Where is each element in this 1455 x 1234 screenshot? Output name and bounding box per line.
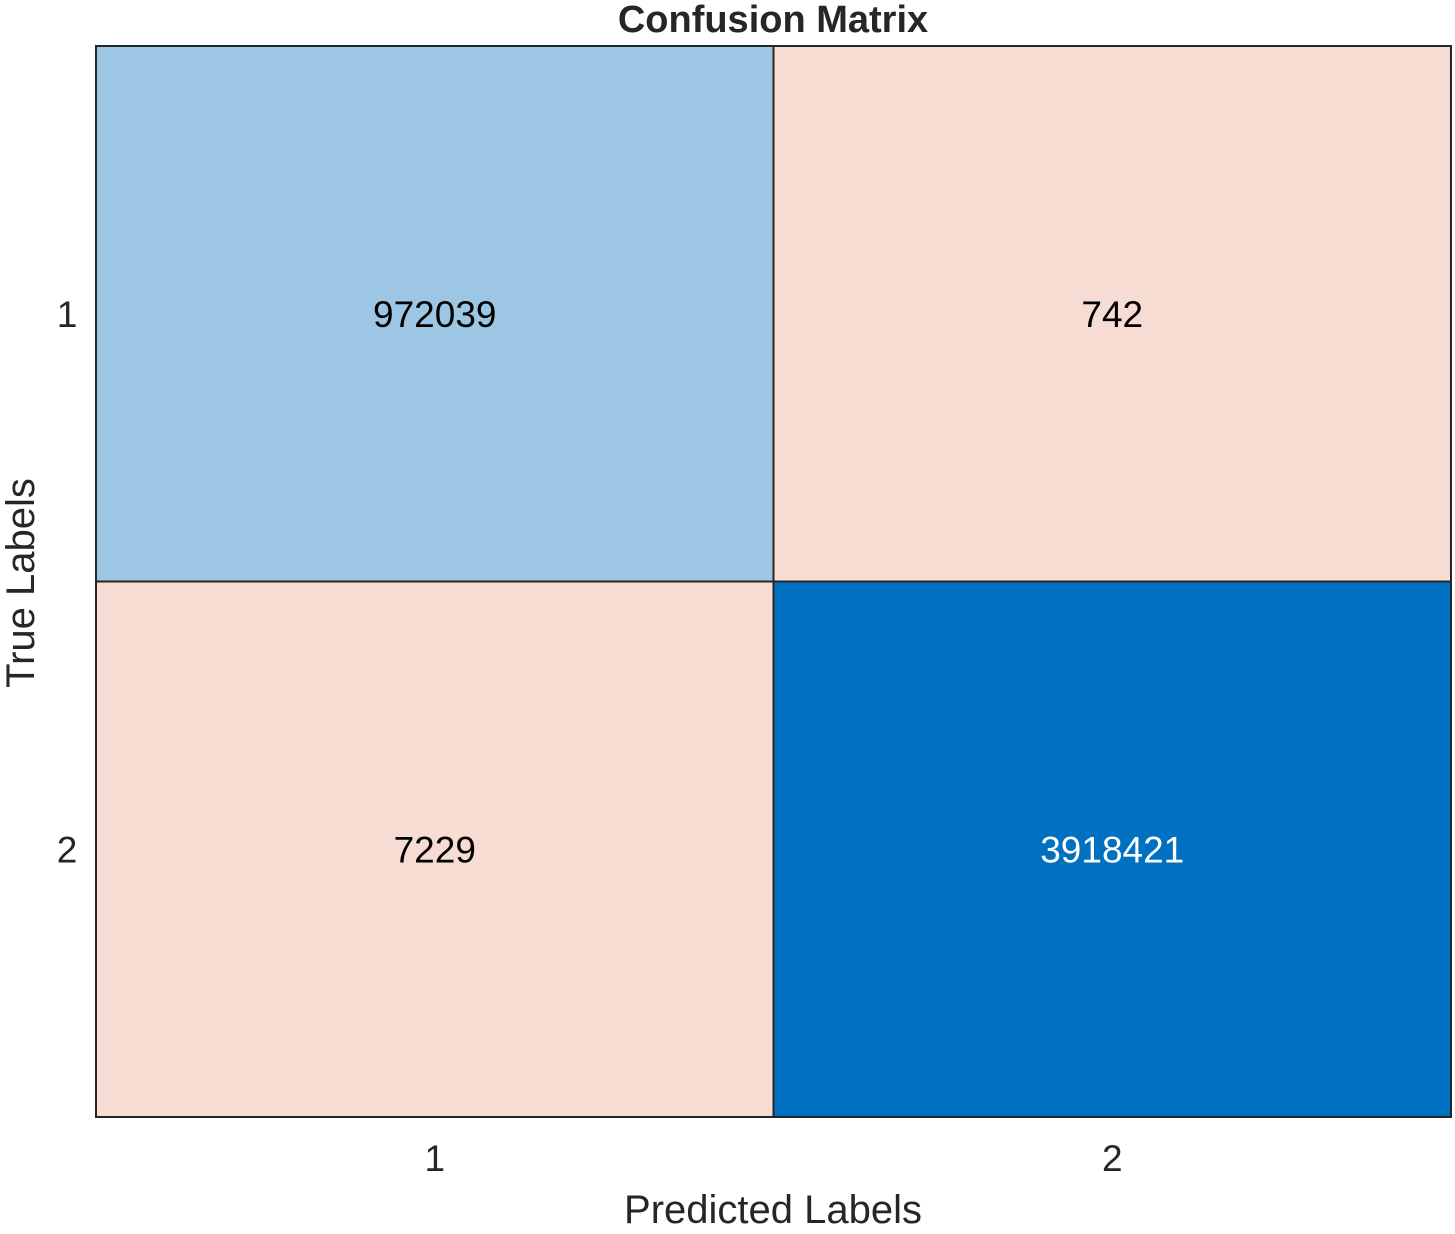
x-tick-label: 1 (424, 1138, 445, 1179)
heatmap-cell-1-1 (95, 45, 775, 583)
cells-layer: 972039 742 7229 3918421 (95, 45, 1452, 1118)
cell-value-label: 3918421 (1040, 829, 1184, 870)
cell-value-label: 972039 (373, 294, 496, 335)
cell-value-label: 742 (1081, 294, 1143, 335)
y-tick-label: 2 (57, 829, 78, 870)
x-axis-label: Predicted Labels (624, 1188, 922, 1229)
cell-value-label: 7229 (394, 829, 476, 870)
heatmap-cell-2-2 (772, 580, 1452, 1118)
heatmap-cell-2-1 (95, 580, 775, 1118)
x-tick-label: 2 (1102, 1138, 1123, 1179)
y-axis-label: True Labels (0, 478, 43, 688)
ticks-layer: 1 2 1 2 (57, 294, 1123, 1179)
y-tick-label: 1 (57, 294, 78, 335)
chart-title: Confusion Matrix (618, 0, 928, 41)
heatmap-cell-1-2 (772, 45, 1452, 583)
